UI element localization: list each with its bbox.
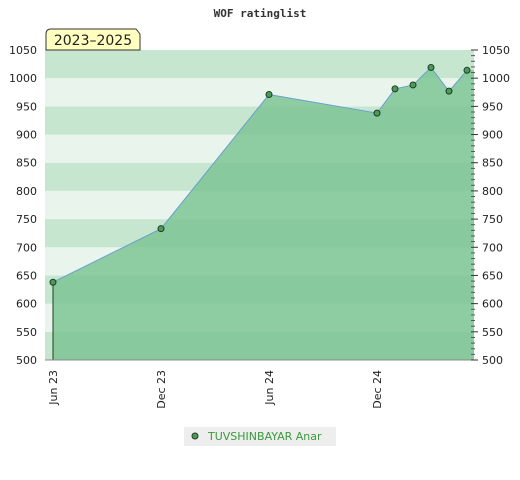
y-tick-label-left: 650 [16, 269, 37, 282]
chart-title: WOF ratinglist [214, 7, 307, 20]
legend: TUVSHINBAYAR Anar [184, 427, 336, 446]
y-tick-label-right: 900 [482, 129, 503, 142]
y-tick-label-right: 750 [482, 213, 503, 226]
y-tick-label-left: 900 [16, 129, 37, 142]
series-markers [49, 63, 471, 286]
y-tick-label-right: 1050 [482, 44, 510, 57]
y-tick-label-right: 850 [482, 157, 503, 170]
data-point [373, 109, 381, 117]
data-point [463, 66, 471, 74]
x-tick-label: Dec 23 [155, 370, 168, 409]
y-tick-label-right: 1000 [482, 72, 510, 85]
y-tick-label-left: 1000 [9, 72, 37, 85]
x-axis: Jun 23 Dec 23 Jun 24 Dec 24 [47, 370, 384, 409]
y-tick-label-right: 950 [482, 100, 503, 113]
y-tick-label-left: 500 [16, 354, 37, 367]
y-tick-label-right: 550 [482, 326, 503, 339]
y-tick-label-left: 600 [16, 298, 37, 311]
rating-area [53, 67, 474, 361]
y-tick-label-right: 800 [482, 185, 503, 198]
y-tick-label-left: 550 [16, 326, 37, 339]
data-point [391, 85, 399, 93]
y-tick-label-left: 950 [16, 100, 37, 113]
x-tick-label: Jun 23 [47, 370, 60, 406]
x-tick-label: Dec 24 [371, 370, 384, 409]
badge-label: 2023–2025 [54, 33, 132, 49]
date-range-badge: 2023–2025 [45, 28, 141, 51]
x-tick-label: Jun 24 [263, 370, 276, 406]
data-point [409, 81, 417, 89]
data-point [157, 225, 165, 233]
data-point [49, 278, 57, 286]
y-tick-label-left: 750 [16, 213, 37, 226]
y-axis-right: 500 550 600 650 700 750 800 850 900 950 1000 1050 [471, 44, 510, 367]
data-point [427, 63, 435, 71]
y-axis-left: 500 550 600 650 700 750 800 850 900 950 1000 1050 [9, 44, 37, 367]
legend-entry: TUVSHINBAYAR Anar [207, 430, 322, 443]
y-tick-label-right: 600 [482, 298, 503, 311]
y-tick-label-left: 800 [16, 185, 37, 198]
legend-background [184, 427, 336, 446]
data-point [265, 91, 273, 99]
y-tick-label-right: 650 [482, 269, 503, 282]
legend-marker [191, 432, 199, 440]
y-tick-label-right: 700 [482, 241, 503, 254]
y-tick-label-left: 1050 [9, 44, 37, 57]
background-band [45, 50, 474, 79]
y-tick-label-left: 700 [16, 241, 37, 254]
y-tick-label-right: 500 [482, 354, 503, 367]
y-tick-label-left: 850 [16, 157, 37, 170]
data-point [445, 87, 453, 95]
badge-background [45, 28, 141, 51]
